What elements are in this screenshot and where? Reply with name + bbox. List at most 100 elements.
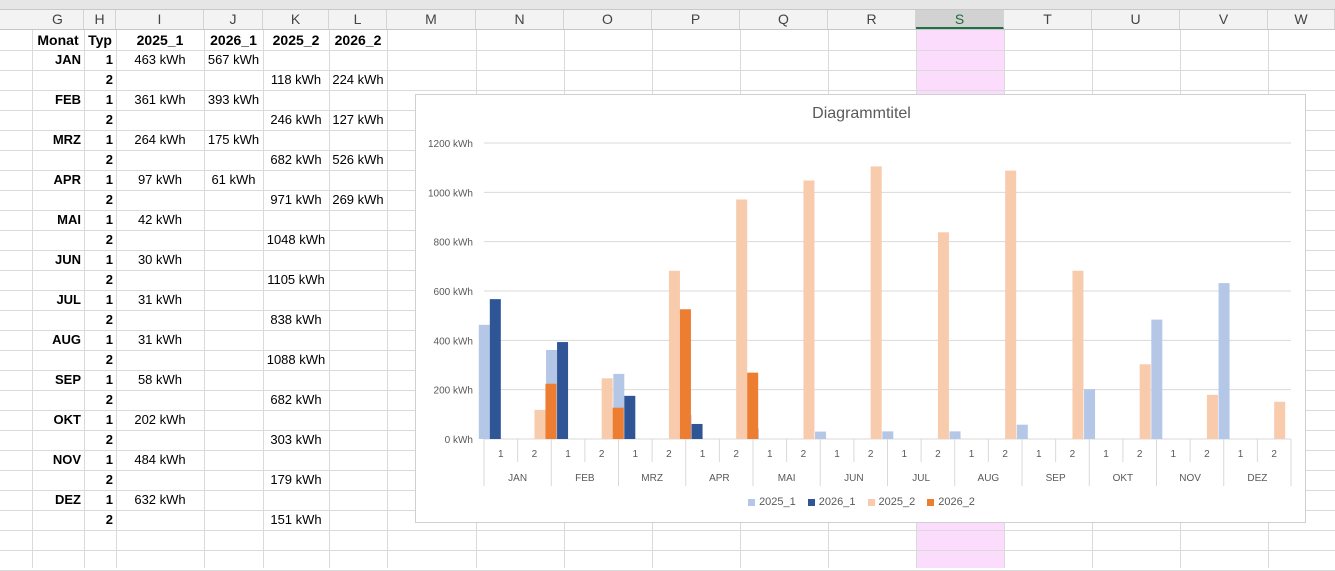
column-header-v[interactable]: V — [1180, 10, 1268, 29]
value-cell[interactable]: 42 kWh — [137, 212, 183, 227]
type-cell[interactable]: 2 — [105, 352, 113, 367]
value-cell[interactable]: 1048 kWh — [266, 232, 326, 247]
header-cell[interactable]: 2025_1 — [136, 32, 184, 48]
legend-item[interactable]: 2025_2 — [867, 496, 915, 508]
type-cell[interactable]: 1 — [105, 372, 113, 387]
value-cell[interactable]: 526 kWh — [332, 152, 384, 167]
type-cell[interactable]: 2 — [105, 152, 113, 167]
month-cell[interactable]: JUL — [56, 292, 81, 307]
column-header-u[interactable]: U — [1092, 10, 1180, 29]
value-cell[interactable]: 202 kWh — [134, 412, 186, 427]
header-cell[interactable]: Typ — [88, 32, 112, 48]
value-cell[interactable]: 682 kWh — [270, 152, 322, 167]
value-cell[interactable]: 118 kWh — [270, 72, 322, 87]
type-cell[interactable]: 1 — [105, 292, 113, 307]
value-cell[interactable]: 61 kWh — [211, 172, 256, 187]
type-cell[interactable]: 1 — [105, 452, 113, 467]
type-cell[interactable]: 1 — [105, 172, 113, 187]
column-header-w[interactable]: W — [1268, 10, 1335, 29]
type-cell[interactable]: 1 — [105, 492, 113, 507]
month-cell[interactable]: NOV — [52, 452, 81, 467]
column-header-l[interactable]: L — [329, 10, 387, 29]
column-header-t[interactable]: T — [1004, 10, 1092, 29]
column-header-o[interactable]: O — [564, 10, 652, 29]
month-cell[interactable]: AUG — [52, 332, 81, 347]
month-cell[interactable]: DEZ — [55, 492, 81, 507]
month-cell[interactable]: JUN — [54, 252, 81, 267]
column-header-n[interactable]: N — [476, 10, 564, 29]
column-header-q[interactable]: Q — [740, 10, 828, 29]
type-cell[interactable]: 2 — [105, 232, 113, 247]
value-cell[interactable]: 567 kWh — [207, 52, 260, 67]
month-cell[interactable]: MRZ — [52, 132, 81, 147]
value-cell[interactable]: 361 kWh — [134, 92, 186, 107]
type-cell[interactable]: 1 — [105, 132, 113, 147]
value-cell[interactable]: 838 kWh — [270, 312, 322, 327]
month-cell[interactable]: SEP — [54, 372, 81, 387]
column-header-h[interactable]: H — [84, 10, 116, 29]
type-cell[interactable]: 2 — [105, 392, 113, 407]
type-cell[interactable]: 2 — [105, 312, 113, 327]
month-cell[interactable]: FEB — [55, 92, 81, 107]
column-header-g[interactable]: G — [32, 10, 84, 29]
subcategory-label: 1 — [767, 449, 773, 460]
type-cell[interactable]: 2 — [105, 272, 113, 287]
column-header-k[interactable]: K — [263, 10, 329, 29]
chart-object[interactable]: 0 kWh 200 kWh 400 kWh 600 kWh 800 kWh 1000 kW… — [415, 94, 1306, 523]
value-cell[interactable]: 393 kWh — [207, 92, 260, 107]
chart-title[interactable]: Diagrammtitel — [812, 105, 911, 122]
value-cell[interactable]: 463 kWh — [134, 52, 186, 67]
type-cell[interactable]: 1 — [105, 52, 113, 67]
value-cell[interactable]: 151 kWh — [270, 512, 322, 527]
value-cell[interactable]: 31 kWh — [137, 332, 183, 347]
month-cell[interactable]: OKT — [53, 412, 81, 427]
type-cell[interactable]: 1 — [105, 92, 113, 107]
value-cell[interactable]: 303 kWh — [270, 432, 322, 447]
header-cell[interactable]: Monat — [37, 32, 79, 48]
value-cell[interactable]: 269 kWh — [332, 192, 384, 207]
type-cell[interactable]: 1 — [105, 252, 113, 267]
chart-legend[interactable]: 2025_1 2026_1 2025_2 2026_2 — [416, 496, 1307, 508]
value-cell[interactable]: 682 kWh — [270, 392, 322, 407]
value-cell[interactable]: 264 kWh — [134, 132, 186, 147]
month-cell[interactable]: APR — [53, 172, 81, 187]
legend-item[interactable]: 2025_1 — [748, 496, 796, 508]
value-cell[interactable]: 179 kWh — [270, 472, 322, 487]
value-cell[interactable]: 971 kWh — [270, 192, 322, 207]
column-header-m[interactable]: M — [387, 10, 476, 29]
header-cell[interactable]: 2025_2 — [272, 32, 320, 48]
column-header-p[interactable]: P — [652, 10, 740, 29]
type-cell[interactable]: 2 — [105, 112, 113, 127]
subcategory-label: 1 — [902, 449, 908, 460]
value-cell[interactable]: 632 kWh — [134, 492, 186, 507]
header-cell[interactable]: 2026_1 — [210, 32, 257, 48]
type-cell[interactable]: 1 — [105, 332, 113, 347]
legend-item[interactable]: 2026_1 — [807, 496, 856, 508]
column-header-s[interactable]: S — [916, 10, 1004, 29]
value-cell[interactable]: 246 kWh — [270, 112, 322, 127]
header-cell[interactable]: 2026_2 — [334, 32, 382, 48]
value-cell[interactable]: 97 kWh — [137, 172, 183, 187]
type-cell[interactable]: 1 — [105, 212, 113, 227]
value-cell[interactable]: 127 kWh — [332, 112, 384, 127]
column-header-r[interactable]: R — [828, 10, 916, 29]
month-cell[interactable]: MAI — [57, 212, 81, 227]
type-cell[interactable]: 2 — [105, 472, 113, 487]
value-cell[interactable]: 1088 kWh — [266, 352, 326, 367]
type-cell[interactable]: 2 — [105, 432, 113, 447]
type-cell[interactable]: 2 — [105, 192, 113, 207]
type-cell[interactable]: 1 — [105, 412, 113, 427]
legend-item[interactable]: 2026_2 — [927, 496, 975, 508]
column-header-i[interactable]: I — [116, 10, 204, 29]
value-cell[interactable]: 1105 kWh — [267, 272, 325, 287]
value-cell[interactable]: 175 kWh — [207, 132, 260, 147]
column-header-j[interactable]: J — [204, 10, 263, 29]
type-cell[interactable]: 2 — [105, 72, 113, 87]
value-cell[interactable]: 31 kWh — [137, 292, 183, 307]
value-cell[interactable]: 484 kWh — [134, 452, 186, 467]
month-cell[interactable]: JAN — [54, 52, 81, 67]
value-cell[interactable]: 30 kWh — [137, 252, 183, 267]
value-cell[interactable]: 224 kWh — [332, 72, 384, 87]
value-cell[interactable]: 58 kWh — [137, 372, 183, 387]
type-cell[interactable]: 2 — [105, 512, 113, 527]
